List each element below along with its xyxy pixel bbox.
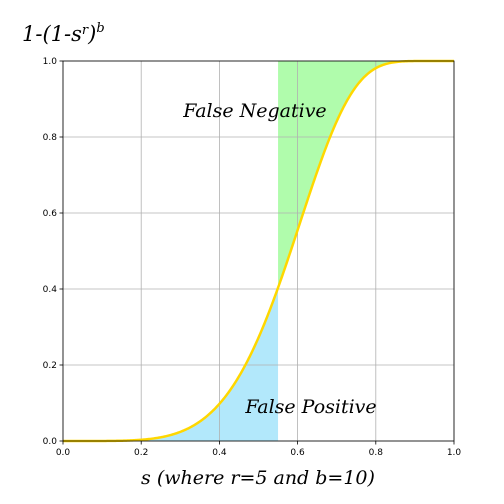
title-sup-b: b — [96, 21, 104, 36]
y-tick-label: 0.4 — [43, 285, 58, 295]
x-tick-label: 0.8 — [369, 448, 384, 458]
false-negative-label: False Negative — [182, 100, 326, 122]
y-tick-label: 0.2 — [43, 361, 57, 371]
y-tick-label: 0.0 — [43, 437, 58, 447]
chart-title: 1-(1-sr)b — [22, 21, 105, 46]
false-negative-region — [278, 61, 454, 288]
false-positive-label: False Positive — [244, 396, 376, 418]
x-tick-label: 0.2 — [134, 448, 148, 458]
x-tick-label: 0.6 — [290, 448, 305, 458]
title-close: ) — [87, 22, 96, 46]
x-tick-label: 0.0 — [56, 448, 71, 458]
x-tick-label: 0.4 — [212, 448, 227, 458]
x-axis-label: s (where r=5 and b=10) — [141, 467, 375, 489]
title-main: 1-(1-s — [22, 22, 82, 46]
y-tick-label: 0.6 — [43, 209, 58, 219]
x-tick-label: 1.0 — [447, 448, 462, 458]
y-tick-label: 1.0 — [43, 57, 58, 67]
y-tick-label: 0.8 — [43, 133, 58, 143]
